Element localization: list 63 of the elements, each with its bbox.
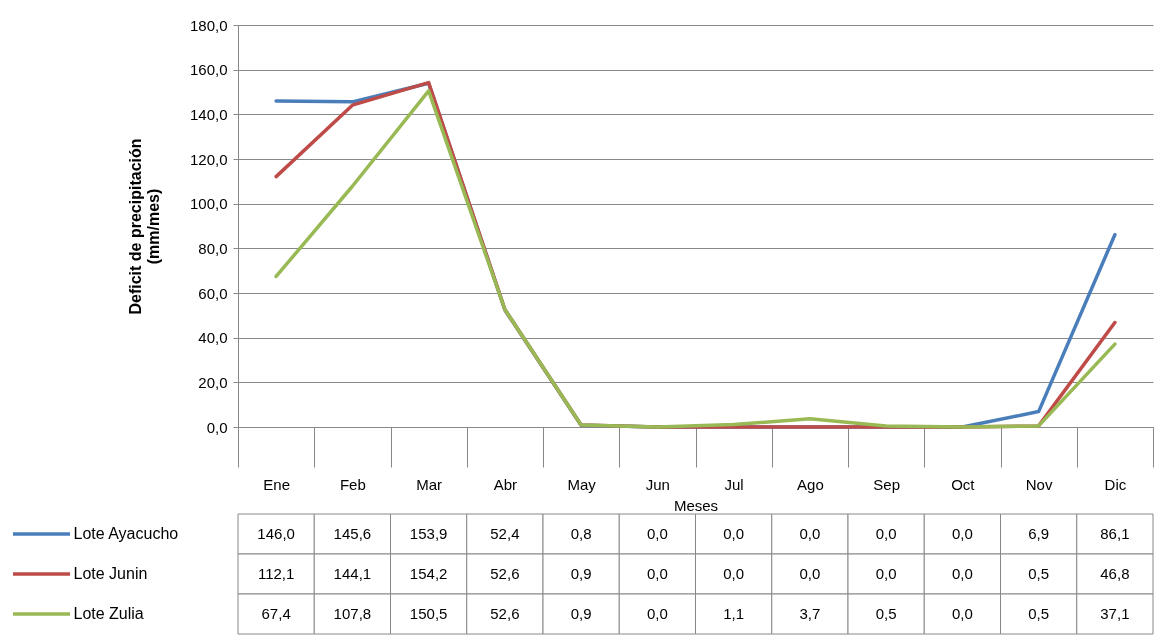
x-tick-label: Ene xyxy=(263,475,290,493)
x-tick-label: May xyxy=(567,475,597,493)
y-tick-label: 100,0 xyxy=(189,195,228,213)
data-label: 0,8 xyxy=(570,525,592,542)
data-label: 0,9 xyxy=(570,565,592,582)
y-axis-title: Deficit de precipitación (mm/mes) xyxy=(126,138,162,315)
data-label: 0,0 xyxy=(723,565,745,582)
data-label: 112,1 xyxy=(257,565,295,582)
x-tick-label: Jul xyxy=(724,475,744,493)
y-tick-label: 140,0 xyxy=(189,105,228,123)
data-label: 52,4 xyxy=(490,525,520,542)
data-label: 0,0 xyxy=(646,605,668,622)
data-label: 0,0 xyxy=(875,525,897,542)
x-tick-label: Mar xyxy=(416,475,443,493)
x-tick-label: Ago xyxy=(797,475,824,493)
data-label: 0,0 xyxy=(646,525,668,542)
data-label: 0,0 xyxy=(799,565,821,582)
y-tick-label: 0,0 xyxy=(206,418,228,436)
data-label: 52,6 xyxy=(490,565,520,582)
data-label: 145,6 xyxy=(333,525,372,542)
data-label: 67,4 xyxy=(261,605,291,622)
data-label: 86,1 xyxy=(1100,525,1130,542)
data-label: 0,0 xyxy=(951,525,973,542)
x-tick-label: Abr xyxy=(493,475,518,493)
data-label: 0,0 xyxy=(875,565,897,582)
x-tick-label: Feb xyxy=(339,475,366,493)
data-label: 0,0 xyxy=(799,525,821,542)
x-tick-label: Sep xyxy=(873,475,900,493)
y-tick-label: 160,0 xyxy=(189,61,228,79)
x-tick-label: Oct xyxy=(951,475,976,493)
x-tick-label: Nov xyxy=(1025,475,1053,493)
legend-label: Lote Zulia xyxy=(73,605,144,622)
y-tick-label: 60,0 xyxy=(198,284,228,302)
data-label: 144,1 xyxy=(333,565,372,582)
data-label: 0,0 xyxy=(723,525,745,542)
data-label: 0,5 xyxy=(875,605,897,622)
y-tick-label: 80,0 xyxy=(198,239,228,257)
data-label: 0,0 xyxy=(951,605,973,622)
data-label: 150,5 xyxy=(409,605,448,622)
x-tick-label: Dic xyxy=(1104,475,1127,493)
data-label: 146,0 xyxy=(257,525,295,542)
data-label: 46,8 xyxy=(1100,565,1130,582)
data-label: 1,1 xyxy=(723,605,745,622)
legend-label: Lote Ayacucho xyxy=(73,525,179,542)
data-label: 0,0 xyxy=(646,565,668,582)
data-label: 0,0 xyxy=(951,565,973,582)
data-label: 37,1 xyxy=(1100,605,1130,622)
data-label: 6,9 xyxy=(1028,525,1050,542)
y-tick-label: 40,0 xyxy=(198,329,228,347)
data-label: 0,5 xyxy=(1028,565,1050,582)
data-label: 0,5 xyxy=(1028,605,1050,622)
y-tick-label: 20,0 xyxy=(198,373,228,391)
x-axis-title: Meses xyxy=(673,496,719,514)
legend-label: Lote Junin xyxy=(73,565,148,582)
y-tick-label: 180,0 xyxy=(189,16,228,34)
data-label: 154,2 xyxy=(409,565,448,582)
x-tick-label: Jun xyxy=(645,475,670,493)
data-label: 3,7 xyxy=(799,605,821,622)
data-label: 52,6 xyxy=(490,605,520,622)
data-label: 0,9 xyxy=(570,605,592,622)
y-tick-label: 120,0 xyxy=(189,150,228,168)
data-label: 153,9 xyxy=(409,525,448,542)
data-label: 107,8 xyxy=(333,605,372,622)
